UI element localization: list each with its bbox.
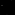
Text: 30: 30 bbox=[0, 1, 15, 15]
Text: Z: Z bbox=[0, 0, 15, 10]
Bar bbox=[3, 4, 12, 8]
Bar bbox=[1, 6, 3, 7]
Bar bbox=[3, 5, 11, 8]
Bar bbox=[3, 5, 11, 8]
Bar bbox=[3, 4, 12, 8]
Bar bbox=[3, 4, 12, 8]
Bar bbox=[1, 6, 3, 7]
